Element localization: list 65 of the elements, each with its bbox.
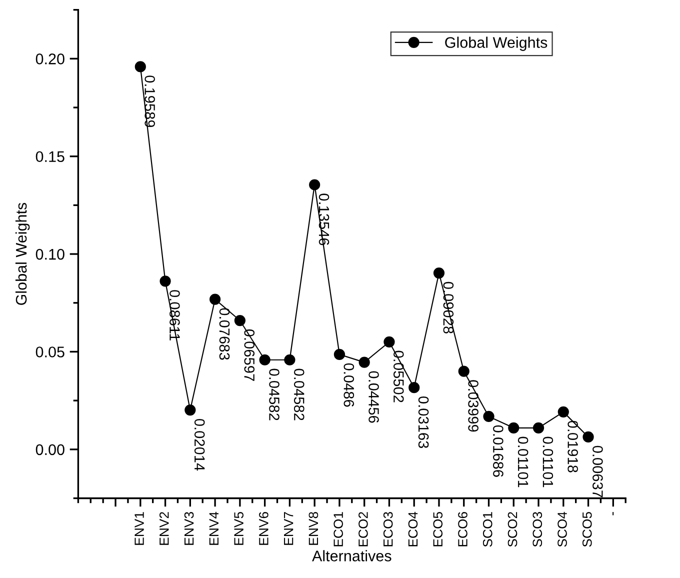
x-tick-label: SCO3 — [532, 512, 542, 547]
point — [558, 406, 569, 418]
text: 0.10 — [36, 248, 64, 260]
data-label: 0.07683 — [219, 308, 230, 360]
data-label: 0.04456 — [368, 371, 379, 423]
data-label: 0.04582 — [269, 368, 280, 420]
point — [134, 61, 146, 72]
x-tick-label: ENV7 — [284, 512, 294, 545]
point — [209, 294, 221, 305]
point — [508, 422, 520, 434]
data-label: 0.01686 — [493, 425, 504, 477]
point — [532, 422, 544, 434]
point — [309, 179, 320, 190]
point — [582, 431, 594, 443]
data-label: 0.03163 — [418, 396, 429, 448]
point — [483, 410, 494, 422]
text: 0.05 — [36, 346, 64, 358]
point — [334, 348, 346, 360]
x-tick-label: ECO2 — [358, 512, 368, 546]
x-tick-label: ENV2 — [159, 512, 169, 545]
x-tick-label: ECO3 — [383, 512, 393, 546]
data-label: 0.01101 — [518, 436, 528, 488]
data-label: 0.06597 — [244, 329, 255, 381]
x-axis-title: Alternatives — [312, 550, 392, 562]
x-tick-label: - — [612, 512, 614, 516]
data-label: 0.01101 — [542, 436, 554, 488]
x-tick-label: ECO1 — [334, 512, 343, 546]
text: 0.15 — [36, 151, 64, 162]
point — [433, 267, 445, 279]
x-tick-label: ENV1 — [134, 512, 144, 545]
data-label: 0.19589 — [144, 76, 156, 128]
data-label: 0.00637 — [592, 446, 603, 498]
data-label: 0.03999 — [468, 380, 478, 432]
data-label: 0.09028 — [443, 282, 454, 334]
point — [184, 404, 196, 416]
x-tick-label: ENV6 — [259, 512, 268, 545]
point — [458, 366, 470, 377]
data-label: 0.04582 — [294, 368, 304, 420]
point — [284, 354, 296, 366]
text: 0.00 — [36, 444, 64, 456]
x-tick-label: ENV4 — [209, 512, 218, 545]
legend-label: Global Weights — [445, 36, 548, 51]
x-tick-label: SCO4 — [558, 512, 567, 547]
point — [408, 382, 420, 394]
x-tick-label: SCO5 — [582, 512, 592, 547]
text: 0.20 — [36, 54, 64, 64]
x-tick-label: ENV5 — [234, 512, 244, 545]
data-label: 0.01918 — [568, 420, 578, 472]
data-label: 0.02014 — [194, 418, 205, 471]
x-tick-label: ENV3 — [184, 512, 194, 545]
x-tick-label: ECO5 — [433, 512, 443, 546]
point — [358, 356, 370, 368]
x-tick-label: SCO1 — [482, 512, 492, 547]
data-label: 0.05502 — [393, 350, 404, 402]
point — [384, 336, 395, 348]
point — [160, 276, 171, 287]
x-tick-label: SCO2 — [508, 512, 518, 547]
x-tick-label: ENV8 — [308, 512, 318, 545]
data-label: 0.0486 — [344, 363, 354, 407]
point — [234, 314, 246, 326]
x-tick-label: ECO6 — [458, 512, 468, 546]
x-tick-label: ECO4 — [408, 512, 418, 546]
point — [259, 354, 270, 366]
data-label: 0.08611 — [170, 290, 180, 340]
y-axis-title: Global Weights — [15, 202, 30, 305]
